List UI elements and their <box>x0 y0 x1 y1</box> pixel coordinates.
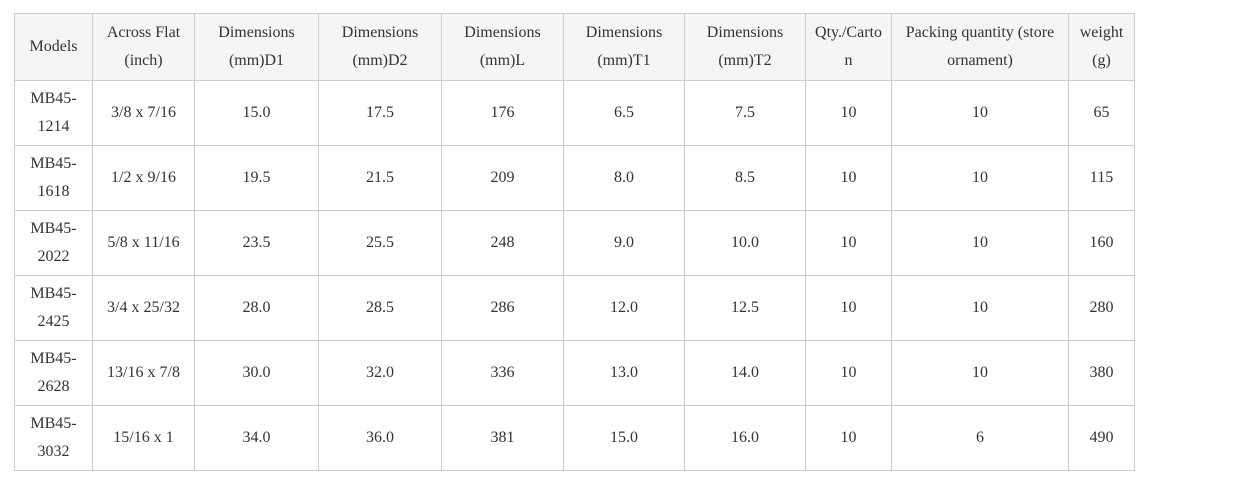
spec-cell: 280 <box>1068 275 1135 341</box>
spec-cell: 36.0 <box>318 405 442 471</box>
spec-cell: 19.5 <box>194 145 319 211</box>
spec-cell: 23.5 <box>194 210 319 276</box>
spec-cell: 13/16 x 7/8 <box>92 340 195 406</box>
spec-cell: 25.5 <box>318 210 442 276</box>
spec-cell: 10 <box>891 80 1069 146</box>
spec-cell: 248 <box>441 210 564 276</box>
column-header-1: Across Flat (inch) <box>92 13 195 81</box>
spec-cell: 160 <box>1068 210 1135 276</box>
column-header-7: Qty./Carton <box>805 13 892 81</box>
spec-cell: 16.0 <box>684 405 806 471</box>
spec-cell: 28.5 <box>318 275 442 341</box>
column-header-3: Dimensions (mm)D2 <box>318 13 442 81</box>
spec-cell: 3/8 x 7/16 <box>92 80 195 146</box>
spec-cell: 15/16 x 1 <box>92 405 195 471</box>
spec-cell: 15.0 <box>194 80 319 146</box>
model-cell: MB45-2425 <box>14 275 93 341</box>
spec-cell: 8.0 <box>563 145 685 211</box>
spec-cell: 10 <box>805 340 892 406</box>
spec-cell: 10 <box>805 210 892 276</box>
column-header-4: Dimensions (mm)L <box>441 13 564 81</box>
table-header-row: Models Across Flat (inch) Dimensions (mm)D… <box>14 13 1135 81</box>
spec-cell: 286 <box>441 275 564 341</box>
spec-cell: 209 <box>441 145 564 211</box>
spec-cell: 17.5 <box>318 80 442 146</box>
spec-cell: 10.0 <box>684 210 806 276</box>
spec-cell: 10 <box>805 145 892 211</box>
spec-cell: 65 <box>1068 80 1135 146</box>
spec-cell: 1/2 x 9/16 <box>92 145 195 211</box>
spec-cell: 10 <box>891 145 1069 211</box>
spec-cell: 5/8 x 11/16 <box>92 210 195 276</box>
spec-cell: 10 <box>805 80 892 146</box>
spec-cell: 21.5 <box>318 145 442 211</box>
column-header-0: Models <box>14 13 93 81</box>
model-cell: MB45-2628 <box>14 340 93 406</box>
spec-cell: 10 <box>805 275 892 341</box>
column-header-8: Packing quantity (store ornament) <box>891 13 1069 81</box>
spec-cell: 115 <box>1068 145 1135 211</box>
model-cell: MB45-2022 <box>14 210 93 276</box>
spec-cell: 6.5 <box>563 80 685 146</box>
model-cell: MB45-1214 <box>14 80 93 146</box>
table-row: MB45-3032 15/16 x 1 34.0 36.0 381 15.0 16.0 10 6… <box>14 405 1135 471</box>
spec-cell: 34.0 <box>194 405 319 471</box>
spec-cell: 9.0 <box>563 210 685 276</box>
spec-cell: 380 <box>1068 340 1135 406</box>
spec-cell: 176 <box>441 80 564 146</box>
product-spec-table: Models Across Flat (inch) Dimensions (mm)D… <box>14 13 1135 471</box>
column-header-5: Dimensions (mm)T1 <box>563 13 685 81</box>
spec-cell: 12.0 <box>563 275 685 341</box>
model-cell: MB45-1618 <box>14 145 93 211</box>
spec-cell: 30.0 <box>194 340 319 406</box>
spec-cell: 336 <box>441 340 564 406</box>
spec-cell: 381 <box>441 405 564 471</box>
spec-cell: 7.5 <box>684 80 806 146</box>
spec-cell: 12.5 <box>684 275 806 341</box>
spec-cell: 490 <box>1068 405 1135 471</box>
table-row: MB45-2628 13/16 x 7/8 30.0 32.0 336 13.0 14.0 1… <box>14 340 1135 406</box>
table-row: MB45-1214 3/8 x 7/16 15.0 17.5 176 6.5 7.5 10 10… <box>14 80 1135 146</box>
spec-cell: 14.0 <box>684 340 806 406</box>
column-header-9: weight (g) <box>1068 13 1135 81</box>
spec-cell: 13.0 <box>563 340 685 406</box>
spec-cell: 10 <box>805 405 892 471</box>
model-cell: MB45-3032 <box>14 405 93 471</box>
table-row: MB45-2022 5/8 x 11/16 23.5 25.5 248 9.0 10.0 10… <box>14 210 1135 276</box>
table-row: MB45-2425 3/4 x 25/32 28.0 28.5 286 12.0 12.5 1… <box>14 275 1135 341</box>
spec-cell: 10 <box>891 210 1069 276</box>
spec-cell: 8.5 <box>684 145 806 211</box>
spec-cell: 28.0 <box>194 275 319 341</box>
spec-cell: 10 <box>891 275 1069 341</box>
spec-cell: 10 <box>891 340 1069 406</box>
column-header-2: Dimensions (mm)D1 <box>194 13 319 81</box>
column-header-6: Dimensions (mm)T2 <box>684 13 806 81</box>
table-row: MB45-1618 1/2 x 9/16 19.5 21.5 209 8.0 8.5 10 10… <box>14 145 1135 211</box>
spec-cell: 6 <box>891 405 1069 471</box>
spec-cell: 15.0 <box>563 405 685 471</box>
spec-cell: 32.0 <box>318 340 442 406</box>
spec-cell: 3/4 x 25/32 <box>92 275 195 341</box>
